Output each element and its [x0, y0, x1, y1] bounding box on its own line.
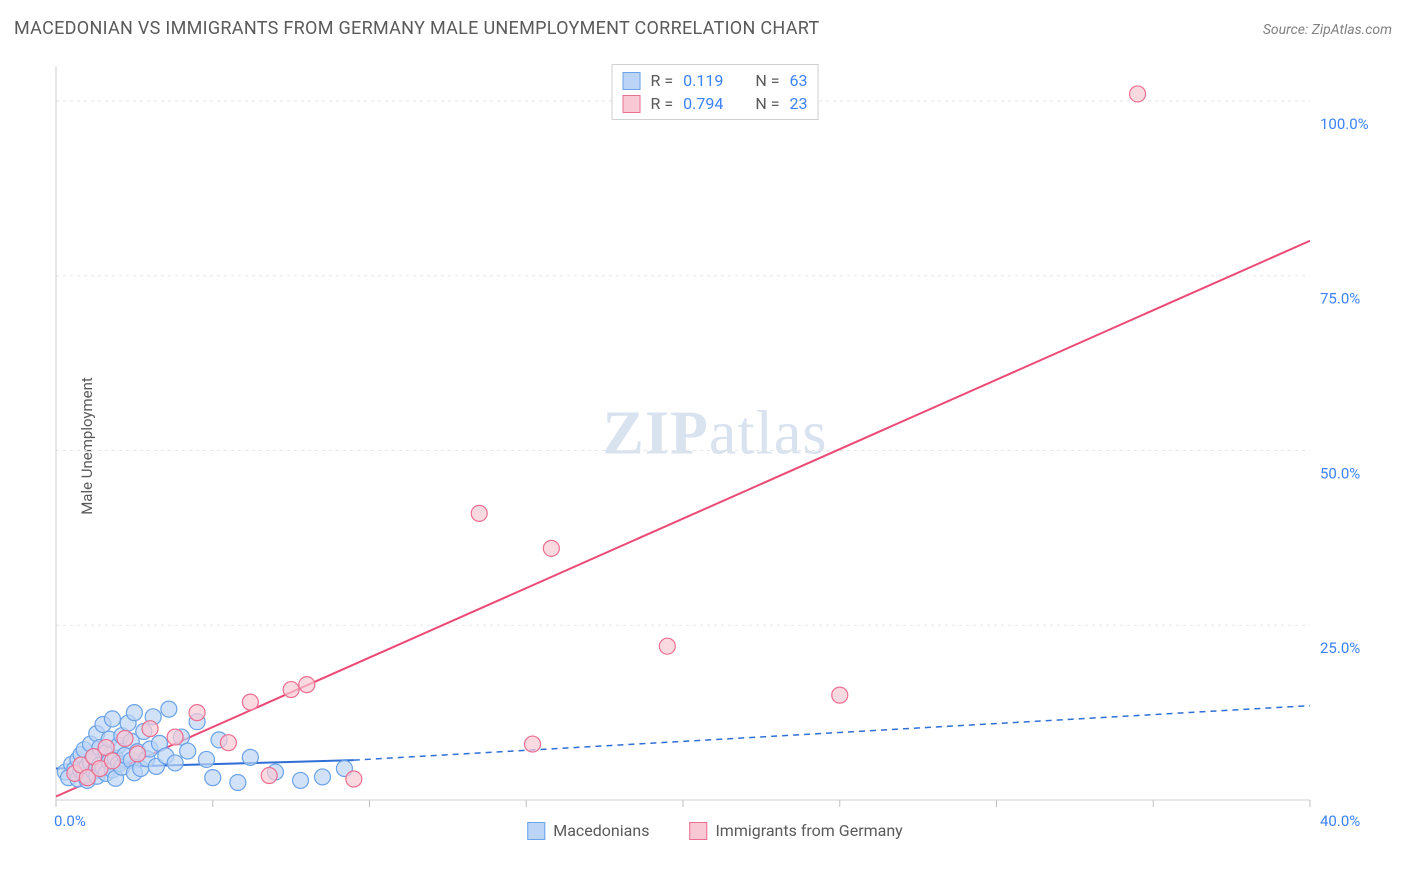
legend-item-germany: Immigrants from Germany — [689, 821, 902, 840]
r-value-ger: 0.794 — [683, 94, 723, 113]
stats-row-macedonians: R = 0.119 N = 63 — [623, 69, 808, 92]
legend-swatch-germany — [689, 822, 707, 840]
n-label-mac: N = — [755, 71, 779, 90]
svg-text:50.0%: 50.0% — [1320, 464, 1360, 482]
svg-text:25.0%: 25.0% — [1320, 639, 1360, 657]
n-value-mac: 63 — [789, 71, 807, 90]
r-label-ger: R = — [651, 94, 674, 113]
svg-text:75.0%: 75.0% — [1320, 290, 1360, 308]
legend-label-macedonians: Macedonians — [553, 821, 649, 840]
plot-area: ZIPatlas 25.0%50.0%75.0%100.0%0.0%40.0% … — [50, 60, 1380, 840]
chart-svg: 25.0% 50.0% 75.0% 100.0% 0.0% 40.0% — [50, 60, 1380, 840]
svg-text:0.0%: 0.0% — [54, 812, 86, 830]
r-value-mac: 0.119 — [683, 71, 723, 90]
chart-title: MACEDONIAN VS IMMIGRANTS FROM GERMANY MA… — [14, 18, 819, 39]
legend-swatch-macedonians — [527, 822, 545, 840]
svg-text:100.0%: 100.0% — [1320, 115, 1369, 133]
stats-legend: R = 0.119 N = 63 R = 0.794 N = 23 — [612, 64, 819, 120]
n-label-ger: N = — [755, 94, 779, 113]
swatch-macedonians — [623, 72, 641, 90]
legend-label-germany: Immigrants from Germany — [715, 821, 902, 840]
chart-source: Source: ZipAtlas.com — [1263, 22, 1392, 38]
n-value-ger: 23 — [789, 94, 807, 113]
legend-item-macedonians: Macedonians — [527, 821, 649, 840]
r-label-mac: R = — [651, 71, 674, 90]
stats-row-germany: R = 0.794 N = 23 — [623, 92, 808, 115]
swatch-germany — [623, 95, 641, 113]
svg-text:40.0%: 40.0% — [1320, 812, 1360, 830]
bottom-legend: Macedonians Immigrants from Germany — [527, 821, 903, 840]
